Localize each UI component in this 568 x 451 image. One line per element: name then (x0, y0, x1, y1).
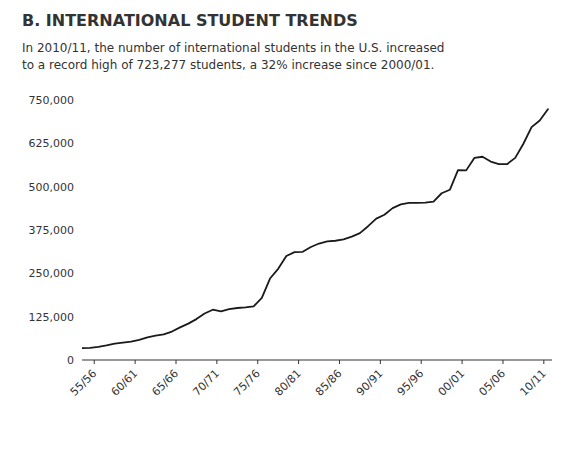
y-tick-label: 125,000 (29, 311, 75, 324)
y-tick-label: 625,000 (29, 137, 75, 150)
subtitle-line: In 2010/11, the number of international … (22, 41, 444, 55)
y-tick-label: 250,000 (29, 267, 75, 280)
y-axis: 0 125,000 250,000 375,000 500,000 625,000 750,… (29, 94, 75, 367)
x-tick (543, 360, 544, 364)
y-tick-label: 750,000 (29, 94, 75, 107)
x-tick (135, 360, 136, 364)
background (0, 0, 568, 451)
x-axis: 55/56 60/61 65/6670/71 75/76 80/81 85/86 90/91… (68, 360, 552, 399)
subtitle-line: to a record high of 723,277 students, a … (22, 58, 434, 72)
plot-area (82, 109, 548, 348)
x-tick (462, 360, 463, 364)
x-tick-label: 60/61 (109, 367, 141, 399)
line (82, 109, 548, 348)
x-tick (502, 360, 503, 364)
y-tick-label: 500,000 (29, 181, 75, 194)
x-tick (176, 360, 177, 364)
x-tick (94, 360, 95, 364)
x-tick-label: 55/56 (68, 367, 100, 399)
x-tick-label: 95/96 (395, 367, 427, 399)
chart: B. INTERNATIONAL STUDENT TRENDS In 2010/1… (0, 0, 568, 451)
x-tick-label: 05/06 (476, 367, 508, 399)
subtitle: In 2010/11, the number of international … (22, 41, 444, 72)
x-tick-label: 75/76 (231, 367, 263, 399)
x-tick (421, 360, 422, 364)
x-tick-label: 85/86 (313, 367, 345, 399)
x-tick (257, 360, 258, 364)
x-tick-label: 80/81 (272, 367, 304, 399)
title: B. INTERNATIONAL STUDENT TRENDS (22, 11, 358, 30)
y-tick-label: 0 (67, 354, 74, 367)
x-tick-label: 10/11 (517, 367, 549, 399)
y-tick-label: 375,000 (29, 224, 75, 237)
x-tick (216, 360, 217, 364)
x-tick-label: 70/71 (190, 367, 222, 399)
x-tick-label: 65/66 (150, 367, 182, 399)
x-axis-line (82, 359, 552, 360)
x-tick (380, 360, 381, 364)
x-tick-label: 90/91 (354, 367, 386, 399)
x-tick-label: 00/01 (436, 367, 468, 399)
x-tick (339, 360, 340, 364)
x-tick (298, 360, 299, 364)
